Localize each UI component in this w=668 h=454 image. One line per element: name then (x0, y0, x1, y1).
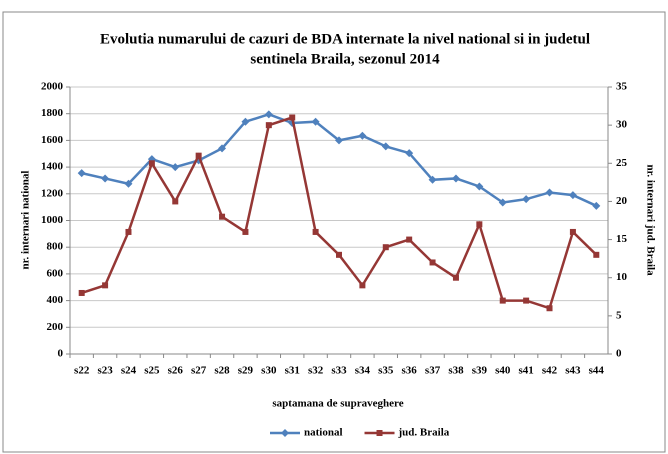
data-point (219, 213, 226, 220)
x-tick-label: s22 (74, 365, 90, 377)
y-tick-label: 2000 (41, 81, 64, 93)
data-point (498, 198, 507, 207)
data-point (336, 251, 342, 258)
x-tick-label: s27 (191, 365, 207, 377)
y2-tick-label: 0 (616, 348, 622, 360)
x-tick-label: s37 (425, 365, 441, 377)
chart-title: Evolutia numarului de cazuri de BDA inte… (100, 31, 590, 47)
x-tick-label: s29 (238, 365, 254, 377)
data-point (545, 188, 554, 197)
y-tick-label: 1200 (41, 187, 64, 199)
chart-frame (2, 11, 666, 453)
x-tick-label: s31 (285, 365, 300, 377)
y2-tick-label: 20 (616, 195, 628, 207)
data-point (382, 244, 389, 251)
data-point (78, 289, 85, 296)
x-tick-label: s26 (168, 365, 184, 377)
x-tick-label: s35 (378, 365, 394, 377)
y-axis-label: nr. internari national (20, 171, 32, 270)
data-point (405, 149, 414, 158)
y2-tick-label: 15 (616, 233, 628, 245)
y-tick-label: 1400 (41, 161, 64, 173)
y-tick-label: 1800 (41, 107, 64, 119)
data-point (124, 179, 133, 188)
data-point (475, 182, 484, 191)
data-point (265, 122, 272, 129)
data-point (358, 131, 367, 140)
data-point (359, 282, 366, 289)
data-point (312, 228, 319, 235)
x-tick-label: s38 (448, 365, 464, 377)
y-tick-label: 1000 (41, 214, 64, 226)
legend-label: national (304, 427, 343, 439)
data-point (77, 169, 86, 178)
data-point (499, 297, 506, 304)
y-tick-label: 1600 (41, 134, 64, 146)
y2-tick-label: 25 (616, 157, 628, 169)
x-tick-label: s24 (121, 365, 137, 377)
data-point (335, 136, 343, 145)
x-tick-label: s28 (214, 365, 230, 377)
y2-axis-label: nr. internari jud. Braila (644, 164, 656, 276)
data-point (101, 174, 110, 183)
y2-tick-label: 5 (616, 309, 622, 321)
data-point (429, 259, 436, 266)
data-point (242, 228, 249, 235)
data-point (451, 174, 460, 183)
x-tick-label: s43 (565, 365, 581, 377)
data-point (452, 274, 459, 281)
legend-marker (376, 430, 383, 436)
data-point (311, 117, 320, 126)
chart-title: sentinela Braila, sezonul 2014 (250, 51, 440, 67)
y-tick-label: 400 (47, 294, 64, 306)
legend-label: jud. Braila (398, 427, 450, 439)
data-point (264, 110, 273, 119)
x-tick-label: s30 (261, 365, 277, 377)
y-tick-label: 600 (47, 267, 64, 279)
data-point (522, 195, 531, 204)
data-point (523, 297, 530, 304)
data-point (172, 198, 179, 205)
data-point (218, 144, 227, 153)
data-point (476, 221, 483, 228)
y-tick-label: 200 (47, 321, 64, 333)
x-tick-label: s44 (589, 365, 605, 377)
y-tick-label: 800 (47, 241, 64, 253)
data-point (289, 114, 296, 121)
data-point (102, 282, 109, 289)
y-tick-label: 0 (58, 348, 64, 360)
x-tick-label: s33 (331, 365, 347, 377)
x-tick-label: s40 (495, 365, 511, 377)
y2-tick-label: 10 (616, 271, 628, 283)
x-tick-label: s23 (97, 365, 113, 377)
data-point (546, 305, 553, 312)
data-point (428, 175, 437, 184)
data-point (593, 251, 600, 258)
data-point (241, 117, 250, 126)
data-point (381, 142, 390, 151)
legend-marker (281, 429, 289, 437)
x-tick-label: s42 (542, 365, 558, 377)
x-tick-label: s32 (308, 365, 324, 377)
data-point (125, 228, 132, 235)
x-tick-label: s36 (402, 365, 418, 377)
data-point (406, 236, 413, 243)
x-tick-label: s39 (472, 365, 488, 377)
x-axis-label: saptamana de supraveghere (272, 398, 403, 410)
x-tick-label: s34 (355, 365, 371, 377)
data-point (195, 152, 202, 159)
data-point (171, 163, 180, 172)
y2-tick-label: 35 (616, 81, 628, 93)
y2-tick-label: 30 (616, 119, 628, 131)
data-point (569, 228, 576, 235)
data-point (592, 201, 601, 210)
x-tick-label: s25 (144, 365, 160, 377)
data-point (568, 191, 577, 200)
x-tick-label: s41 (518, 365, 533, 377)
data-point (148, 160, 155, 167)
